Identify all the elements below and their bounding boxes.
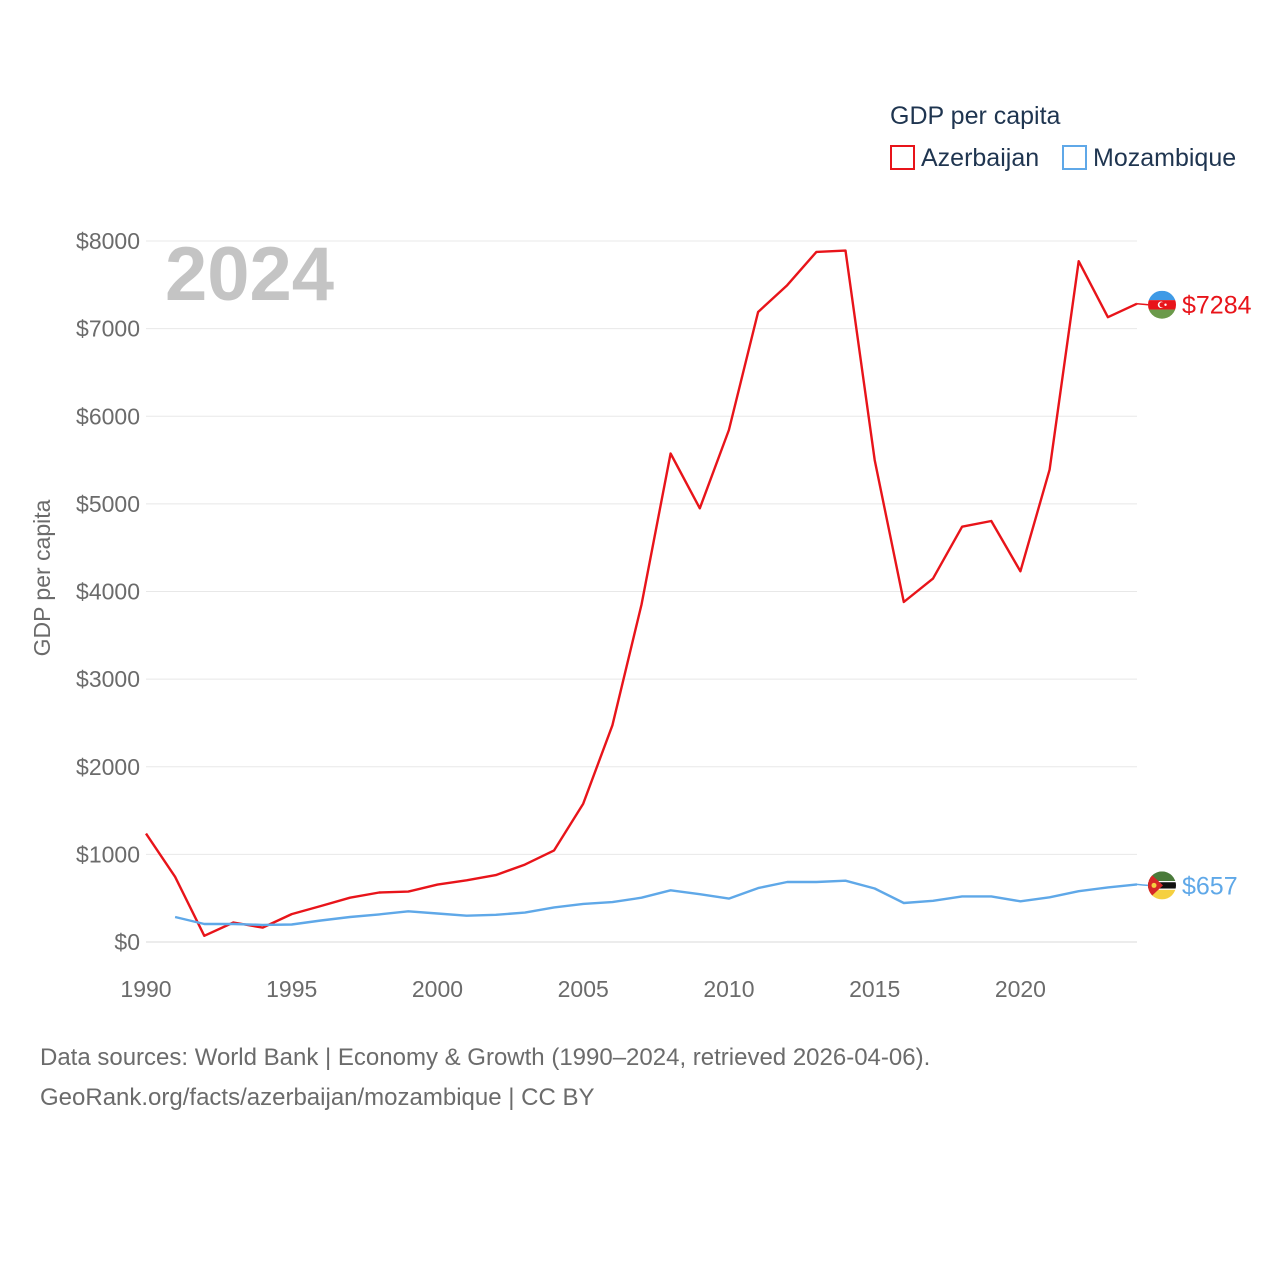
- end-label-azerbaijan: $7284: [1182, 292, 1252, 320]
- x-tick-label: 1995: [266, 976, 317, 1002]
- gridlines: [146, 240, 1137, 943]
- x-tick-label: 2020: [995, 976, 1046, 1002]
- y-tick-label: $5000: [76, 491, 140, 517]
- legend-label-mozambique: Mozambique: [1093, 144, 1236, 172]
- y-tick-label: $7000: [76, 316, 140, 342]
- end-markers: $7284 $657: [1136, 290, 1252, 900]
- y-tick-label: $0: [114, 929, 140, 955]
- y-tick-label: $2000: [76, 754, 140, 780]
- legend: GDP per capita Azerbaijan Mozambique: [890, 102, 1236, 172]
- legend-title: GDP per capita: [890, 102, 1061, 130]
- x-tick-label: 2000: [412, 976, 463, 1002]
- y-tick-label: $8000: [76, 228, 140, 254]
- x-axis: 1990 1995 2000 2005 2010 2015 2020: [120, 976, 1046, 1002]
- y-tick-label: $6000: [76, 403, 140, 429]
- legend-item-azerbaijan[interactable]: Azerbaijan: [890, 144, 1039, 172]
- y-axis-title: GDP per capita: [29, 499, 55, 656]
- connector-mozambique: [1136, 883, 1149, 887]
- year-label: 2024: [165, 232, 334, 317]
- legend-swatch-azerbaijan: [890, 145, 915, 170]
- series-line-mozambique: [174, 879, 1138, 927]
- y-tick-label: $4000: [76, 579, 140, 605]
- footer-attribution: GeoRank.org/facts/azerbaijan/mozambique …: [40, 1084, 595, 1111]
- azerbaijan-flag-icon: [1148, 290, 1176, 319]
- y-axis: $0 $1000 $2000 $3000 $4000 $5000 $6000 $7000 $80…: [76, 228, 140, 955]
- legend-item-mozambique[interactable]: Mozambique: [1062, 144, 1236, 172]
- legend-label-azerbaijan: Azerbaijan: [921, 144, 1039, 172]
- footer-sources: Data sources: World Bank | Economy & Gro…: [40, 1044, 931, 1071]
- end-label-mozambique: $657: [1182, 872, 1238, 900]
- x-tick-label: 1990: [120, 976, 171, 1002]
- mozambique-flag-icon: [1148, 871, 1176, 900]
- series-line-azerbaijan: [145, 249, 1138, 937]
- y-tick-label: $3000: [76, 666, 140, 692]
- legend-swatch-mozambique: [1062, 145, 1087, 170]
- y-tick-label: $1000: [76, 841, 140, 867]
- series-lines: [145, 249, 1138, 937]
- x-tick-label: 2015: [849, 976, 900, 1002]
- connector-azerbaijan: [1136, 302, 1149, 306]
- x-tick-label: 2005: [558, 976, 609, 1002]
- x-tick-label: 2010: [703, 976, 754, 1002]
